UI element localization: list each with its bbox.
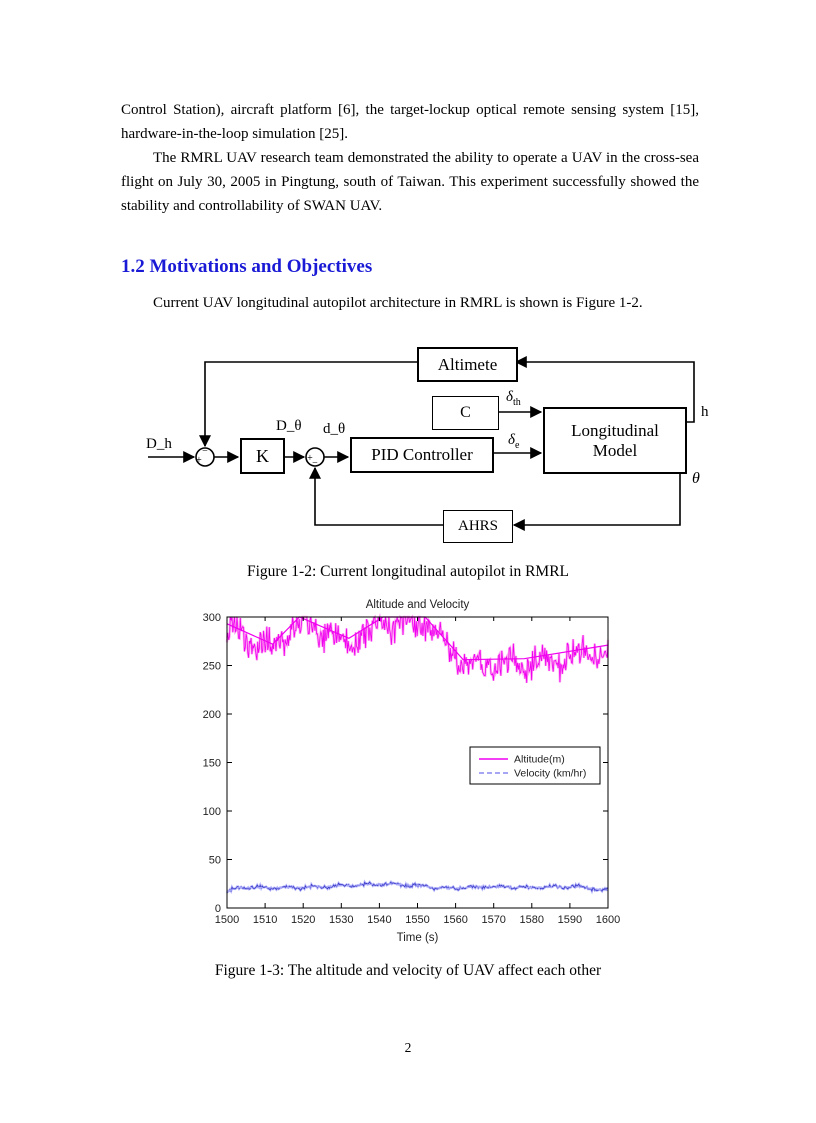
block-longitudinal-model: Longitudinal Model (543, 407, 687, 474)
svg-text:150: 150 (203, 758, 221, 770)
summing-junction-2 (305, 447, 325, 467)
svg-text:1510: 1510 (253, 914, 277, 926)
svg-text:1600: 1600 (596, 914, 620, 926)
label-h-output: h (701, 404, 709, 420)
svg-text:50: 50 (209, 855, 221, 867)
figure-1-3-chart: 1500 1510 1520 1530 1540 1550 1560 1570 1580 1590… (190, 596, 630, 948)
svg-text:1560: 1560 (443, 914, 467, 926)
chart-svg: 1500 1510 1520 1530 1540 1550 1560 1570 1580 1590… (203, 599, 621, 944)
junction2-minus-sign: − (312, 458, 318, 469)
svg-text:250: 250 (203, 661, 221, 673)
delta-glyph: δ (508, 432, 515, 448)
block-ahrs: AHRS (443, 510, 513, 543)
junction1-plus-sign: + (196, 455, 202, 466)
block-c-controller: C (432, 396, 499, 430)
svg-text:0: 0 (215, 903, 221, 915)
figure-1-2-block-diagram: + − + − Altimete C Longitudinal Model K … (100, 338, 750, 553)
label-delta-e: δe (508, 432, 519, 451)
svg-text:200: 200 (203, 709, 221, 721)
delta-e-subscript: e (514, 440, 520, 451)
svg-text:1530: 1530 (329, 914, 353, 926)
summing-junction-1 (195, 447, 215, 467)
svg-text:1590: 1590 (558, 914, 582, 926)
delta-th-subscript: th (512, 397, 521, 408)
svg-text:1550: 1550 (405, 914, 429, 926)
label-theta-output: θ (692, 470, 700, 487)
block-altimeter: Altimete (417, 347, 518, 382)
paragraph-continuation: Control Station), aircraft platform [6],… (121, 102, 699, 142)
block-k-gain: K (240, 438, 285, 474)
svg-text:1570: 1570 (481, 914, 505, 926)
svg-text:1580: 1580 (520, 914, 544, 926)
svg-text:300: 300 (203, 612, 221, 624)
delta-glyph: δ (506, 389, 513, 405)
svg-text:1540: 1540 (367, 914, 391, 926)
paragraph-intro-figure: Current UAV longitudinal autopilot archi… (153, 295, 643, 311)
signal-line-ahrs-feedback (309, 466, 443, 526)
label-input-dh: D_h (146, 436, 172, 452)
svg-text:100: 100 (203, 806, 221, 818)
label-d-theta-error: d_θ (323, 421, 346, 437)
junction2-plus-sign: + (307, 453, 313, 464)
diagram-lines: + − + − (148, 356, 695, 531)
figure-1-2-caption: Figure 1-2: Current longitudinal autopil… (246, 563, 570, 580)
label-d-theta-command: D_θ (276, 418, 302, 434)
block-pid-controller: PID Controller (350, 437, 494, 473)
junction1-minus-sign: − (202, 446, 208, 457)
page-number: 2 (404, 1040, 412, 1055)
svg-text:1520: 1520 (291, 914, 315, 926)
figure-1-3-caption: Figure 1-3: The altitude and velocity of… (214, 962, 602, 979)
svg-text:Time (s): Time (s) (397, 932, 439, 944)
paragraph-rmrl-demo: The RMRL UAV research team demonstrated … (121, 150, 699, 214)
label-delta-th: δth (506, 389, 521, 408)
section-heading: 1.2 Motivations and Objectives (121, 255, 373, 277)
svg-text:Altitude(m): Altitude(m) (514, 754, 565, 766)
svg-text:1500: 1500 (215, 914, 239, 926)
svg-text:Altitude and Velocity: Altitude and Velocity (366, 599, 470, 611)
svg-text:Velocity (km/hr): Velocity (km/hr) (514, 768, 586, 780)
signal-line-altimeter-feedback (199, 361, 417, 448)
